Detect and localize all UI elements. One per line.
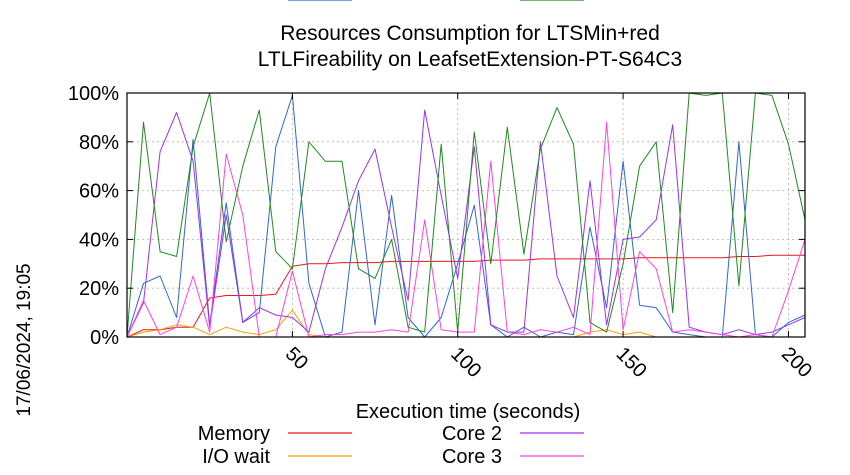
y-axis-ticks: 0% 20% 40% 60% 80% 100% (68, 83, 805, 349)
chart-title: Resources Consumption for LTSMin+red LTL… (258, 22, 683, 71)
y-tick-label: 100% (68, 83, 119, 105)
series-line-i-o-wait (126, 309, 805, 338)
series-line-core-2 (126, 109, 806, 338)
series-line-core-3 (126, 121, 806, 338)
y-tick-label: 60% (79, 181, 119, 203)
legend-label-core-3: Core 3 (442, 446, 502, 468)
legend-label-memory: Memory (198, 423, 270, 445)
y-tick-label: 0% (90, 327, 119, 349)
legend-label-core-1: Core 1 (210, 0, 270, 5)
legend-label-i-o-wait: I/O wait (202, 446, 270, 468)
y-tick-label: 80% (79, 132, 119, 154)
x-axis-label: Execution time (seconds) (356, 401, 581, 423)
x-tick-label: 150 (612, 343, 651, 382)
chart-title-line-2: LTLFireability on LeafsetExtension-PT-S6… (258, 48, 683, 71)
x-tick-label: 100 (446, 343, 485, 382)
plot-frame (126, 92, 806, 338)
y-tick-label: 20% (79, 278, 119, 300)
timestamp-label: 17/06/2024, 19:05 (14, 263, 35, 416)
legend-label-core-4: Core 4 (442, 0, 502, 5)
grid (127, 93, 805, 337)
legend-label-core-2: Core 2 (442, 423, 502, 445)
x-tick-label: 200 (777, 343, 816, 382)
x-axis-ticks: 50 100 150 200 (281, 93, 816, 382)
chart-title-line-1: Resources Consumption for LTSMin+red (280, 22, 660, 45)
x-tick-label: 50 (281, 343, 312, 374)
y-tick-label: 40% (79, 229, 119, 251)
series-lines (126, 92, 806, 338)
series-line-memory (126, 254, 805, 338)
